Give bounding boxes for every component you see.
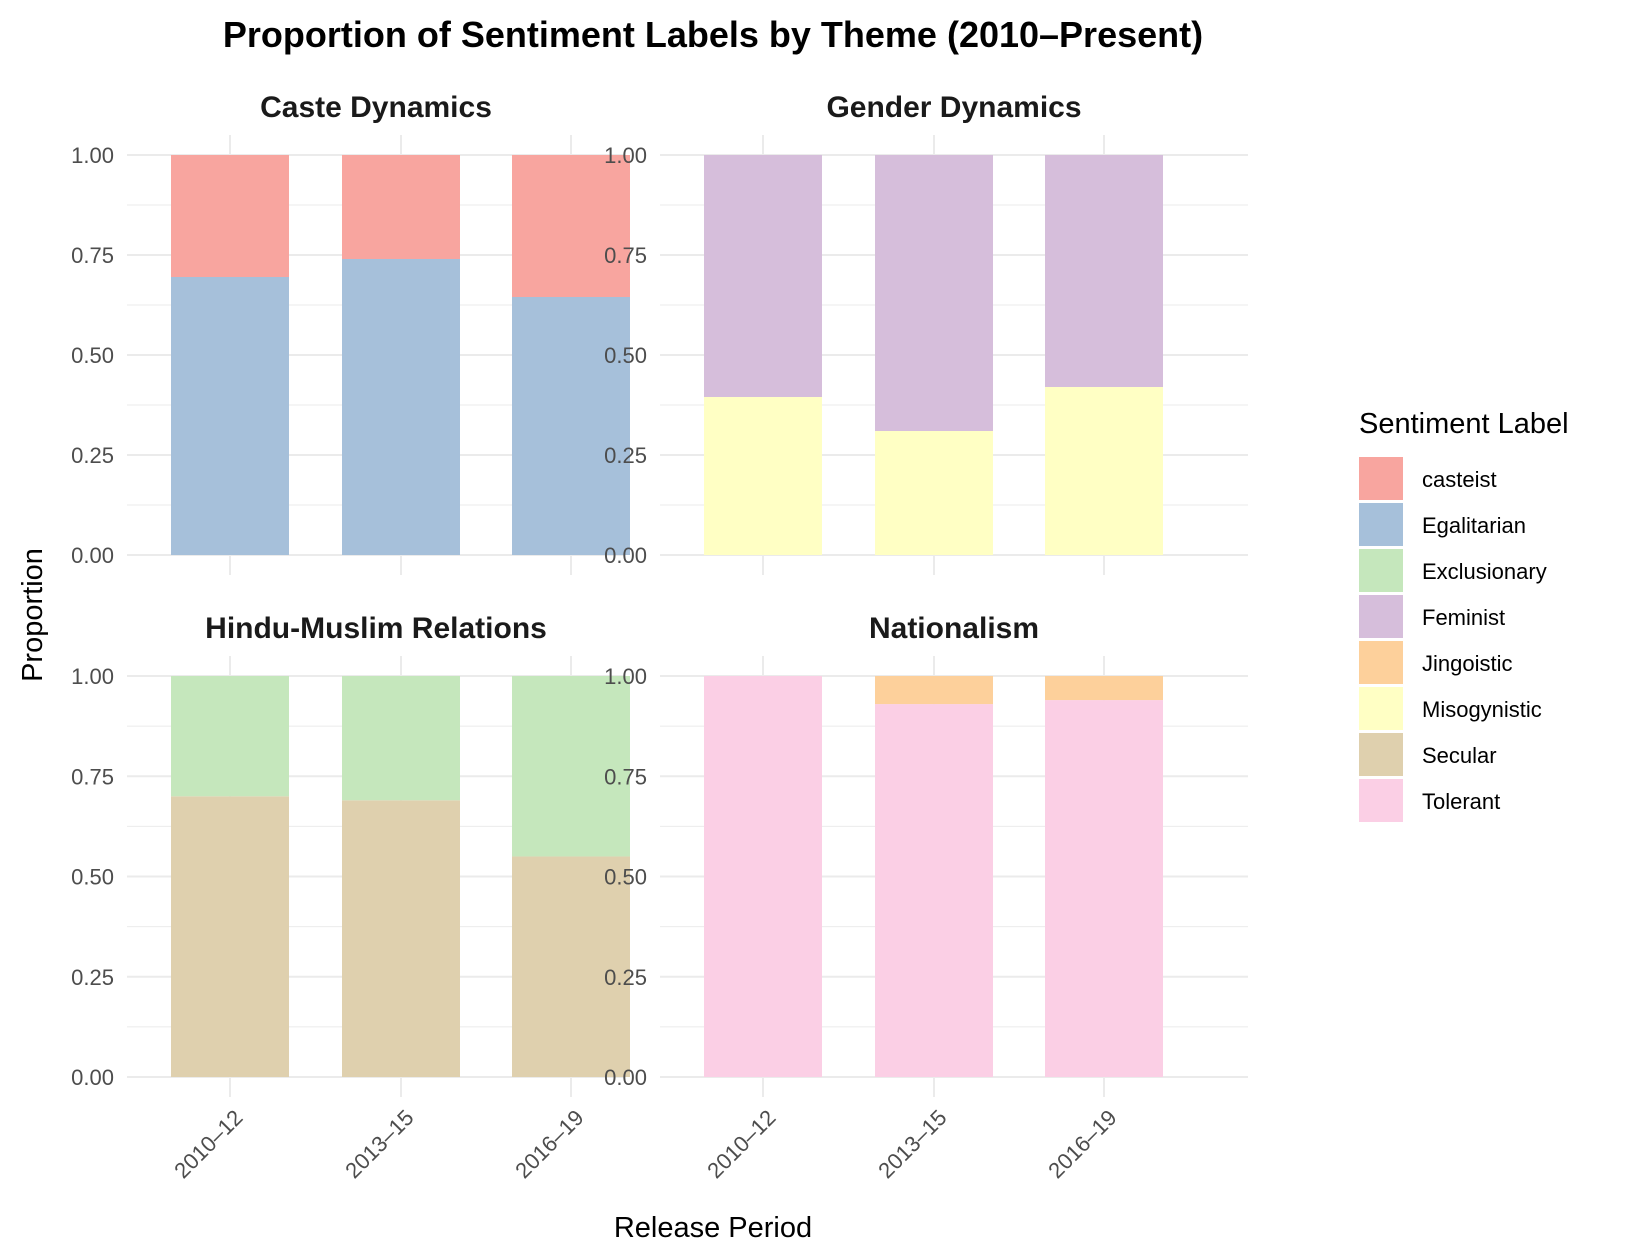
bar-nationalism-tolerant-2010-12 [704,676,822,1077]
y-tick-label: 0.25 [71,965,114,990]
bar-hindu-muslim-relations-exclusionary-2013-15 [342,676,460,801]
legend-key-misogynistic [1359,687,1403,730]
bar-gender-dynamics-feminist-2013-15 [875,155,993,431]
legend-label-secular: Secular [1422,743,1497,768]
legend-label-casteist: casteist [1422,467,1497,492]
x-tick-label: 2013–15 [873,1105,951,1183]
y-tick-label: 0.00 [71,543,114,568]
legend-key-secular [1359,733,1403,776]
y-tick-label: 0.75 [71,243,114,268]
panels: Caste Dynamics0.000.250.500.751.00Gender… [71,91,1248,1183]
bar-gender-dynamics-misogynistic-2010-12 [704,397,822,555]
legend-label-egalitarian: Egalitarian [1422,513,1526,538]
y-tick-label: 0.00 [604,1065,647,1090]
legend-label-exclusionary: Exclusionary [1422,559,1547,584]
panel-gender-dynamics: Gender Dynamics 0.00 0.25 0.50 0.75 1.00 [604,91,1248,575]
panel-hindu-muslim-relations: Hindu-Muslim Relations 0.00 0.25 0.50 0.75 1.… [71,612,630,1183]
x-tick-label: 2013–15 [340,1105,418,1183]
bar-nationalism-jingoistic-2016-19 [1045,676,1163,701]
legend-key-tolerant [1359,779,1403,822]
y-tick-label: 0.25 [604,965,647,990]
bar-caste-dynamics-casteist-2016-19 [512,155,630,297]
panel-nationalism: Nationalism 0.00 0.25 0.50 0.75 1.00 2010–12 20… [604,612,1248,1183]
legend-label-misogynistic: Misogynistic [1422,697,1542,722]
y-tick-label: 0.50 [604,343,647,368]
legend-key-casteist [1359,457,1403,500]
y-tick-label: 1.00 [71,143,114,168]
legend: Sentiment Label casteist Egalitarian Exclu… [1359,408,1569,822]
panel-title-caste-dynamics: Caste Dynamics [260,91,492,124]
x-tick-label: 2010–12 [169,1105,247,1183]
y-tick-label: 0.75 [604,764,647,789]
bar-gender-dynamics-feminist-2016-19 [1045,155,1163,387]
bar-gender-dynamics-misogynistic-2016-19 [1045,387,1163,555]
panel-title-nationalism: Nationalism [869,612,1039,645]
x-tick-label: 2016–19 [1043,1105,1121,1183]
y-tick-label: 0.75 [71,764,114,789]
legend-label-tolerant: Tolerant [1422,789,1500,814]
chart-title: Proportion of Sentiment Labels by Theme … [223,14,1203,55]
y-axis-title: Proportion [17,548,49,682]
y-tick-label: 0.00 [604,543,647,568]
x-tick-label: 2010–12 [702,1105,780,1183]
y-tick-label: 0.00 [71,1065,114,1090]
bar-hindu-muslim-relations-exclusionary-2016-19 [512,676,630,857]
bar-hindu-muslim-relations-secular-2010-12 [171,796,289,1077]
y-tick-label: 0.25 [71,443,114,468]
bar-caste-dynamics-egalitarian-2010-12 [171,277,289,555]
legend-title: Sentiment Label [1359,408,1569,440]
panel-title-hindu-muslim-relations: Hindu-Muslim Relations [205,612,547,645]
bar-nationalism-jingoistic-2013-15 [875,676,993,705]
bar-nationalism-tolerant-2013-15 [875,704,993,1077]
y-tick-label: 1.00 [71,664,114,689]
bar-gender-dynamics-misogynistic-2013-15 [875,431,993,555]
y-tick-label: 0.50 [71,343,114,368]
bar-hindu-muslim-relations-secular-2013-15 [342,800,460,1077]
bar-caste-dynamics-egalitarian-2016-19 [512,297,630,555]
legend-key-exclusionary [1359,549,1403,592]
bar-hindu-muslim-relations-secular-2016-19 [512,856,630,1077]
y-tick-label: 0.25 [604,443,647,468]
legend-label-jingoistic: Jingoistic [1422,651,1512,676]
bar-gender-dynamics-feminist-2010-12 [704,155,822,397]
bar-nationalism-tolerant-2016-19 [1045,700,1163,1077]
y-tick-label: 1.00 [604,143,647,168]
bar-caste-dynamics-casteist-2010-12 [171,155,289,277]
legend-key-jingoistic [1359,641,1403,684]
legend-key-egalitarian [1359,503,1403,546]
x-tick-label: 2016–19 [510,1105,588,1183]
bar-hindu-muslim-relations-exclusionary-2010-12 [171,676,289,797]
y-tick-label: 0.50 [604,865,647,890]
bar-caste-dynamics-casteist-2013-15 [342,155,460,259]
legend-key-feminist [1359,595,1403,638]
legend-label-feminist: Feminist [1422,605,1505,630]
x-axis-title: Release Period [614,1212,812,1244]
panel-title-gender-dynamics: Gender Dynamics [826,91,1081,124]
y-tick-label: 0.75 [604,243,647,268]
y-tick-label: 1.00 [604,664,647,689]
bar-caste-dynamics-egalitarian-2013-15 [342,259,460,555]
y-tick-label: 0.50 [71,865,114,890]
panel-caste-dynamics: Caste Dynamics 0.00 0.25 0.50 0.75 1.00 [71,91,630,575]
